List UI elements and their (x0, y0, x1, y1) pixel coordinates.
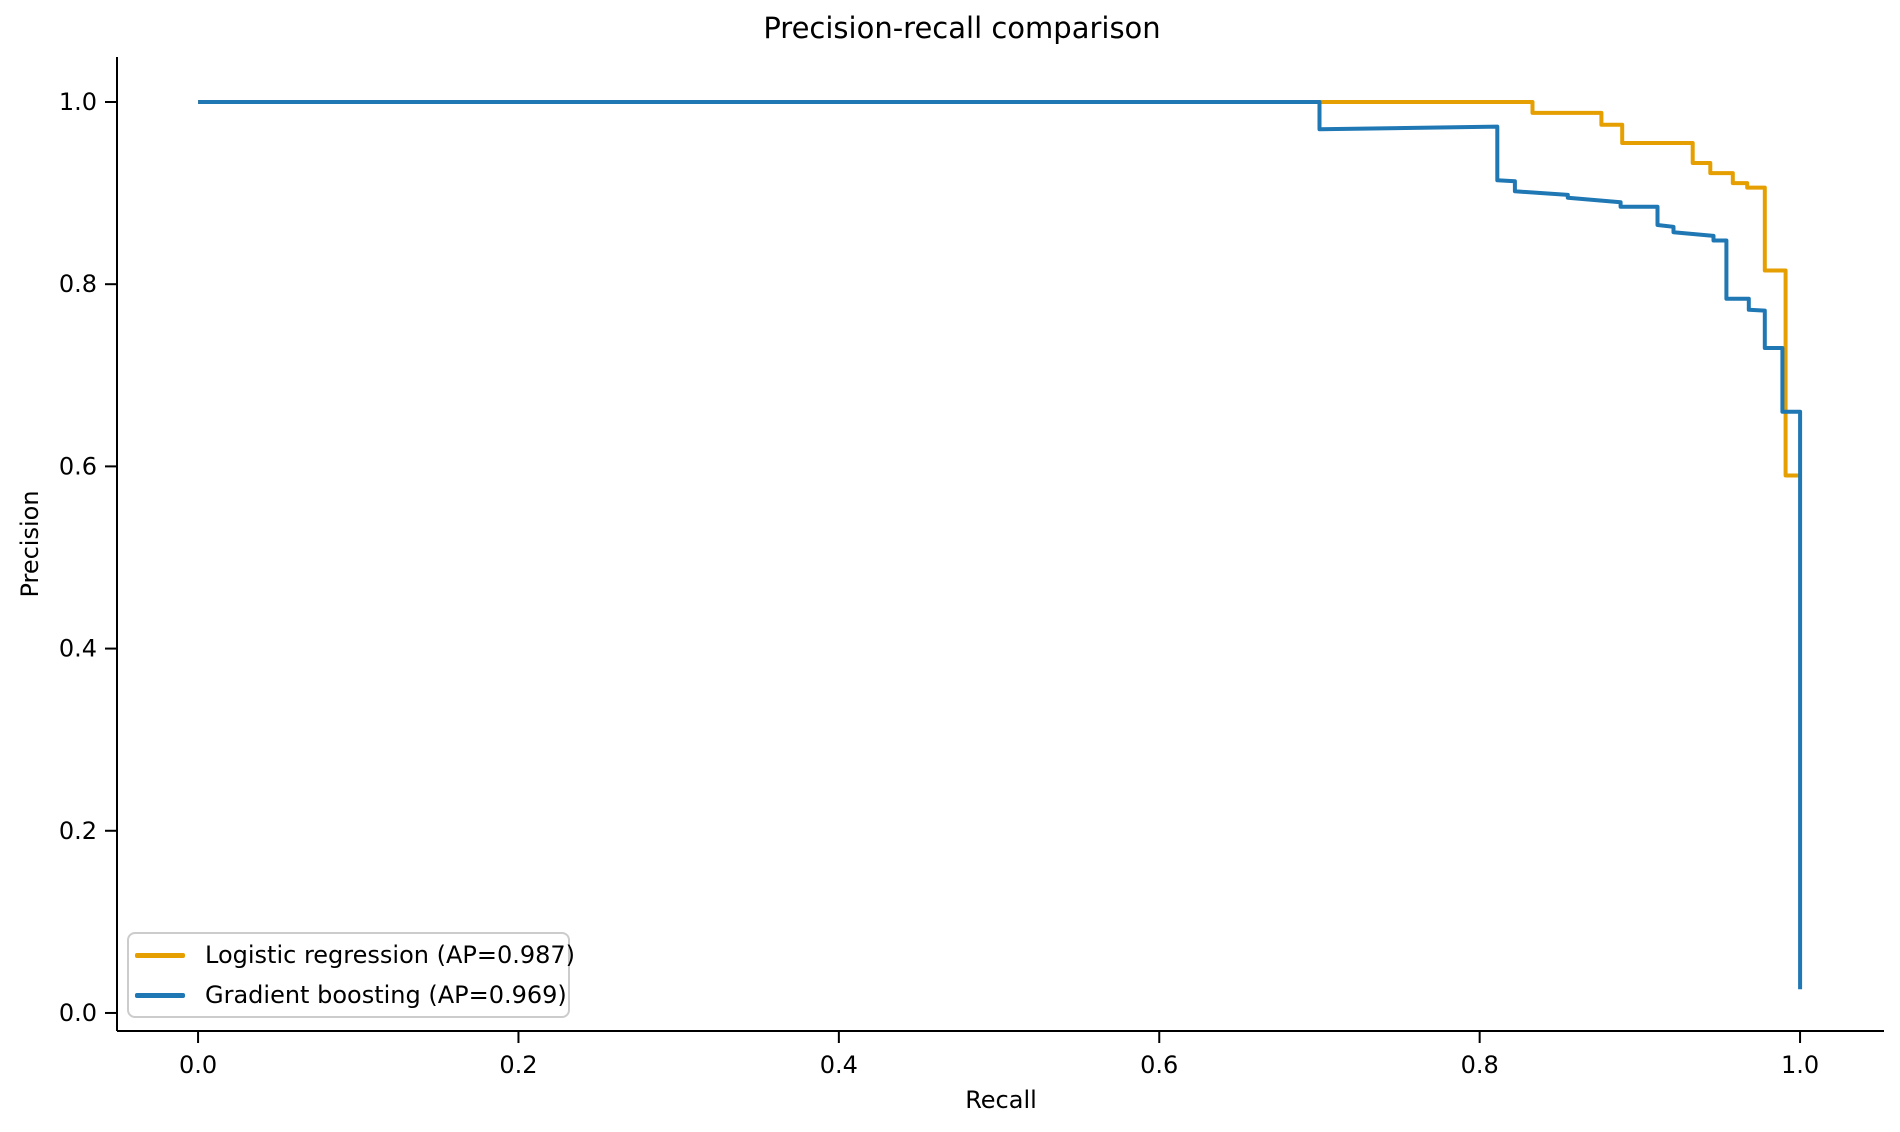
legend-line-swatch-logistic-regression (135, 952, 185, 958)
y-tick-label: 1.0 (59, 88, 97, 116)
x-axis-ticks: 0.0 0.2 0.4 0.6 0.8 1.0 (179, 1031, 1819, 1079)
series-curve-gradient-boosting (198, 100, 1803, 990)
x-tick-label: 1.0 (1781, 1051, 1819, 1079)
y-axis-label: Precision (16, 490, 44, 597)
legend-line-swatch-gradient-boosting (135, 992, 185, 998)
x-tick-label: 0.2 (499, 1051, 537, 1079)
x-tick-label: 0.0 (179, 1051, 217, 1079)
chart-title: Precision-recall comparison (763, 11, 1160, 45)
axes-spines (116, 57, 1884, 1032)
legend-item: Gradient boosting (AP=0.969) (133, 975, 568, 1015)
y-axis-ticks: 0.0 0.2 0.4 0.6 0.8 1.0 (59, 88, 117, 1027)
x-tick-label: 0.8 (1461, 1051, 1499, 1079)
y-tick-label: 0.0 (59, 999, 97, 1027)
legend-label: Logistic regression (AP=0.987) (205, 941, 576, 969)
x-tick-label: 0.4 (820, 1051, 858, 1079)
y-tick-label: 0.2 (59, 817, 97, 845)
legend: Logistic regression (AP=0.987) Gradient … (127, 932, 575, 1018)
y-tick-label: 0.8 (59, 270, 97, 298)
x-tick-label: 0.6 (1140, 1051, 1178, 1079)
series-curve-logistic-regression (198, 100, 1799, 478)
series-curves (198, 100, 1803, 990)
legend-item: Logistic regression (AP=0.987) (133, 935, 575, 975)
x-axis-label: Recall (965, 1086, 1037, 1114)
y-tick-label: 0.6 (59, 452, 97, 480)
legend-label: Gradient boosting (AP=0.969) (205, 981, 567, 1009)
y-tick-label: 0.4 (59, 635, 97, 663)
